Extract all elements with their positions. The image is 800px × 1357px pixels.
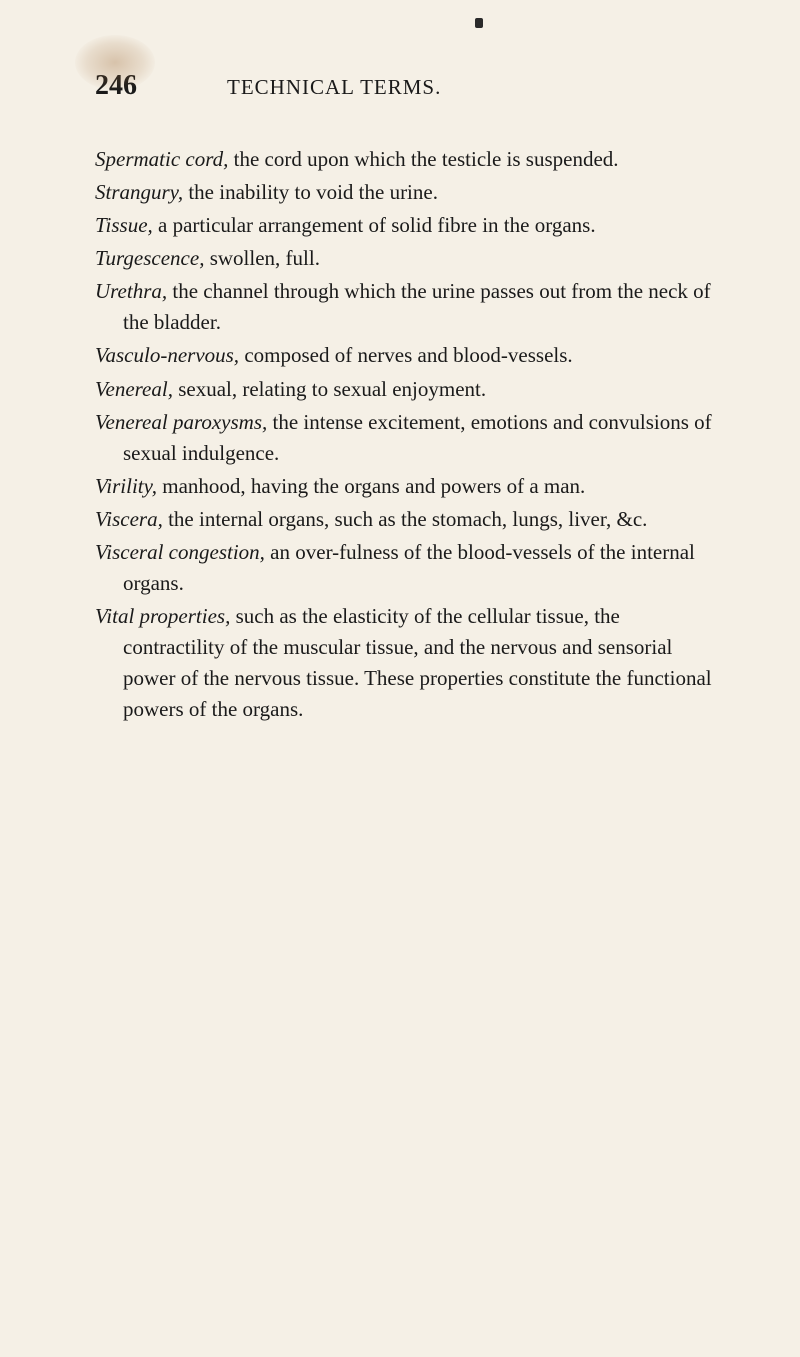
definition-term: Vital properties, (95, 604, 230, 628)
definition-term: Vasculo-nervous, (95, 343, 239, 367)
definition-text: the inability to void the urine. (183, 180, 438, 204)
definition-term: Spermatic cord, (95, 147, 228, 171)
definition-term: Viscera, (95, 507, 163, 531)
definition-entry: Visceral congestion, an over-fulness of … (95, 537, 720, 599)
definition-text: sexual, relating to sexual enjoyment. (173, 377, 486, 401)
definition-term: Turgescence, (95, 246, 204, 270)
definition-entry: Viscera, the internal organs, such as th… (95, 504, 720, 535)
definition-entry: Vasculo-nervous, composed of nerves and … (95, 340, 720, 371)
definition-term: Virility, (95, 474, 157, 498)
page-stain (75, 35, 155, 90)
definition-entry: Venereal paroxysms, the intense exciteme… (95, 407, 720, 469)
definition-text: the cord upon which the testicle is susp… (228, 147, 618, 171)
definition-text: the channel through which the urine pass… (123, 279, 711, 334)
definition-entry: Vital properties, such as the elasticity… (95, 601, 720, 725)
definition-term: Venereal, (95, 377, 173, 401)
definition-text: the internal organs, such as the stomach… (163, 507, 648, 531)
definition-term: Venereal paroxysms, (95, 410, 267, 434)
definition-text: composed of nerves and blood-vessels. (239, 343, 573, 367)
definition-entry: Virility, manhood, having the organs and… (95, 471, 720, 502)
page-title: TECHNICAL TERMS. (227, 75, 441, 100)
definition-entry: Strangury, the inability to void the uri… (95, 177, 720, 208)
page-header: 246 TECHNICAL TERMS. (95, 70, 720, 102)
definition-entry: Turgescence, swollen, full. (95, 243, 720, 274)
definition-term: Urethra, (95, 279, 167, 303)
definition-term: Visceral congestion, (95, 540, 265, 564)
definition-entry: Urethra, the channel through which the u… (95, 276, 720, 338)
definition-text: manhood, having the organs and powers of… (157, 474, 585, 498)
definition-entry: Tissue, a particular arrangement of soli… (95, 210, 720, 241)
definition-text: swollen, full. (204, 246, 320, 270)
definition-text: a particular arrangement of solid fibre … (153, 213, 596, 237)
page-mark (475, 18, 483, 28)
definition-entry: Spermatic cord, the cord upon which the … (95, 144, 720, 175)
definition-term: Tissue, (95, 213, 153, 237)
definition-entry: Venereal, sexual, relating to sexual enj… (95, 374, 720, 405)
definition-term: Strangury, (95, 180, 183, 204)
definitions-list: Spermatic cord, the cord upon which the … (95, 144, 720, 725)
